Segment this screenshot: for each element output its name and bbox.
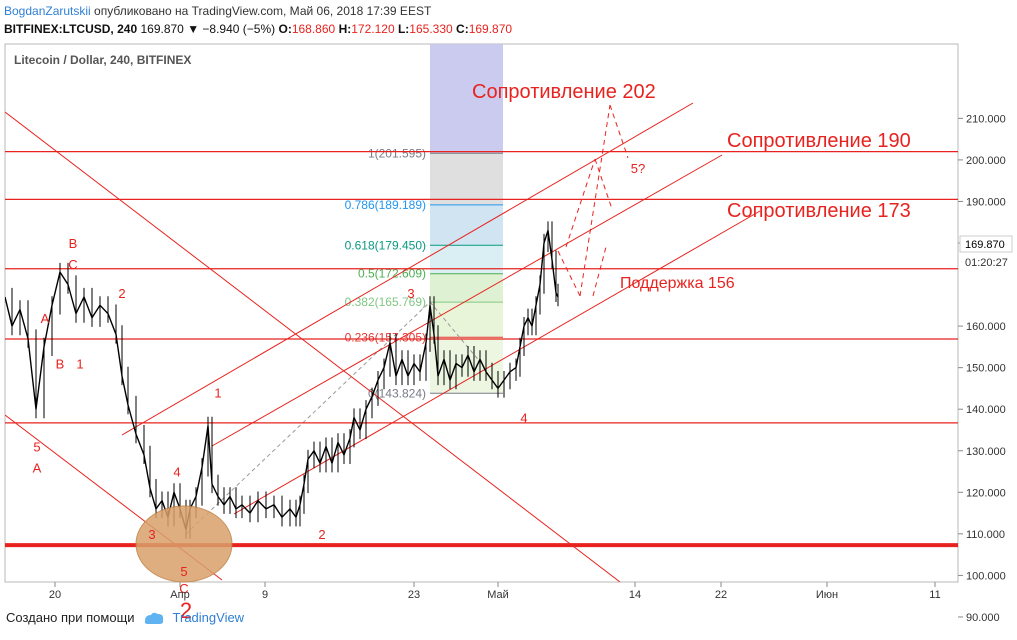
y-tick-label: 210.000 [966,113,1006,125]
channel-line[interactable] [233,210,761,515]
y-tick-label: 100.000 [966,570,1006,582]
support-156-label: Поддержка 156 [620,275,735,292]
tradingview-logo-icon [144,612,163,624]
time-axis[interactable]: 20 Апр 9 23 Май 14 22 Июн 11 [49,582,941,601]
projection-dashed-line [579,104,611,297]
fib-level-label: 0.618(179.450) [345,238,426,252]
price-axis[interactable]: 210.000200.000190.000180.000160.000150.0… [958,113,1013,624]
y-tick-label: 130.000 [966,446,1006,458]
fib-level-label: 0.236(157.305) [345,330,426,344]
channel-line[interactable] [5,111,621,582]
fib-level-label: 0.5(172.609) [358,267,426,281]
last-price: 169.870 [140,22,184,36]
fib-level-label: 1(201.595) [368,146,426,160]
x-tick-label: 23 [408,589,420,601]
wave-label: 2 [118,286,125,301]
wave-label: 1 [214,386,221,401]
made-with-text: Создано при помощи [6,610,135,625]
last-price-tag[interactable] [959,235,1013,253]
fib-zone-band [430,273,503,303]
channel-line[interactable] [121,102,694,436]
countdown-label: 01:20:27 [965,257,1008,269]
close-value: 169.870 [468,22,513,36]
projection-dashed-line [594,158,613,210]
y-tick-label: 150.000 [966,363,1006,375]
fib-zone-top [430,44,503,154]
low-value: 165.330 [409,22,453,36]
resistance-173-label: Сопротивление 173 [727,200,911,222]
chart-title: Litecoin / Dollar, 240, BITFINEX [14,53,191,67]
author-link[interactable]: BogdanZarutskii [4,4,91,18]
last-price-tag-label: 169.870 [965,239,1005,251]
close-label: C: [456,22,469,36]
x-tick-label: Апр [170,589,189,601]
fib-zone-band [430,153,503,205]
resistance-190-label: Сопротивление 190 [727,130,911,152]
x-tick-label: 20 [49,589,61,601]
price-change: ▼ −8.940 (−5%) [187,22,276,36]
annotations: Сопротивление 202 Сопротивление 190 Сопрот… [33,81,911,623]
projection-dashed-line [557,250,581,297]
wave-label: 2 [180,598,192,623]
publish-info: опубликовано на TradingView.com, Май 06,… [90,4,432,18]
fib-level-label: 0(143.824) [368,386,426,400]
tradingview-brand[interactable]: TradingView [172,610,245,625]
high-value: 172.120 [351,22,395,36]
x-tick-label: 11 [929,589,940,601]
symbol-header: BITFINEX:LTCUSD, 240 169.870 ▼ −8.940 (−… [4,22,512,36]
fib-trend-dashed [429,301,479,360]
y-tick-label: 110.000 [966,529,1005,541]
wave-label: 5 [33,440,40,455]
wave-label: 3 [148,527,155,542]
projection-dashed-line [565,158,596,248]
y-tick-label: 160.000 [966,321,1006,333]
wave-label: C [68,257,77,272]
fib-trend-dashed [185,301,431,535]
projection-dashed-line [592,246,607,297]
low-label: L: [397,22,410,36]
x-tick-label: Май [487,589,509,601]
footer: Создано при помощи TradingView [6,610,244,625]
fib-zone-band [430,302,503,338]
resistance-202-label: Сопротивление 202 [472,81,656,103]
fib-zone-band [430,204,503,246]
wave-label: A [33,460,42,475]
publish-header: BogdanZarutskii опубликовано на TradingV… [4,4,431,18]
y-tick-label: 120.000 [966,487,1006,499]
wave-label: 4 [520,411,527,426]
price-series [5,221,559,539]
y-tick-label: 190.000 [966,196,1006,208]
wave-label: A [41,311,50,326]
target-zone-circle [135,505,233,583]
wave-label: 5? [631,161,645,176]
channel-line[interactable] [211,154,723,447]
wave-label: B [69,236,78,251]
fibonacci-retracement[interactable]: 1(201.595) 0.786(189.189) 0.618(179.450) 0.… [185,44,503,535]
fib-level-label: 0.786(189.189) [345,198,426,212]
wave-label: C [179,581,188,596]
fib-level-label: 0.382(165.769) [345,295,426,309]
wave-label: 2 [318,527,325,542]
open-value: 168.860 [291,22,336,36]
y-tick-label: 140.000 [966,404,1006,416]
x-tick-label: 14 [629,589,641,601]
high-label: H: [338,22,352,36]
wave-label: 5 [180,564,187,579]
wave-label: B [56,356,65,371]
open-label: O: [278,22,292,36]
y-tick-label: 90.000 [966,612,1000,624]
x-tick-label: Июн [816,589,838,601]
x-tick-label: 22 [715,589,727,601]
symbol-label: BITFINEX:LTCUSD, 240 [4,22,138,36]
projection-dashed-line [609,104,629,159]
wave-label: 4 [173,465,180,480]
wave-label: 1 [76,356,83,371]
y-tick-label: 200.000 [966,155,1006,167]
x-tick-label: 9 [262,589,268,601]
wave-label: 3 [407,286,414,301]
